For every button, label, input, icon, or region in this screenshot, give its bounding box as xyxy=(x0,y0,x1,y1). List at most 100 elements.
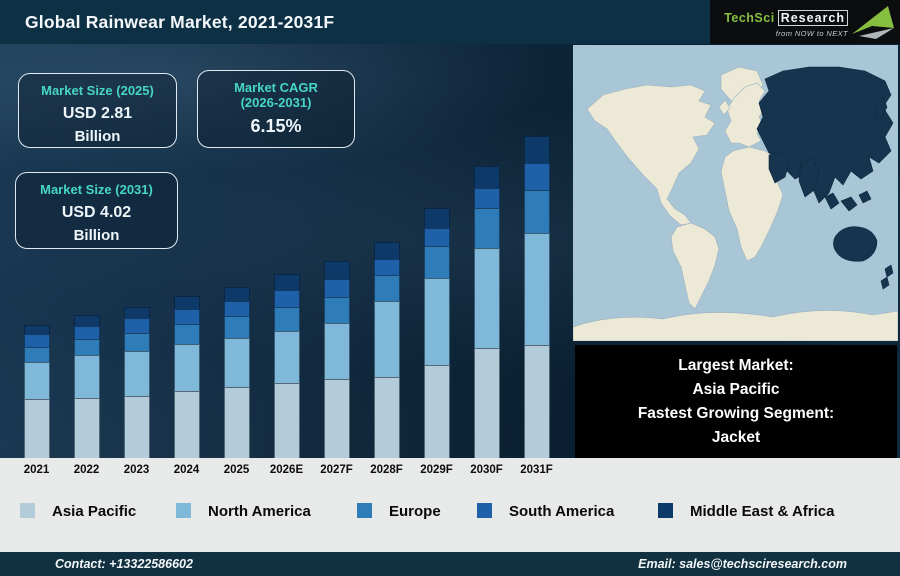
bar-segment-europe xyxy=(273,307,300,331)
bar-segment-middle-east-africa xyxy=(323,261,350,279)
bar-segment-europe xyxy=(423,246,450,278)
bar-segment-north-america xyxy=(523,233,550,345)
bar-2022 xyxy=(73,315,100,458)
bar-segment-south-america xyxy=(123,318,150,333)
bar-segment-asia-pacific xyxy=(73,398,100,458)
bar-segment-asia-pacific xyxy=(323,379,350,458)
market-size-2025-box: Market Size (2025) USD 2.81 Billion xyxy=(18,73,177,148)
market-size-2031-unit: Billion xyxy=(73,227,120,244)
bar-segment-asia-pacific xyxy=(473,348,500,458)
logo-arrow-icon xyxy=(852,6,894,39)
bar-segment-south-america xyxy=(173,309,200,324)
bar-segment-south-america xyxy=(523,163,550,190)
market-size-2025-label: Market Size (2025) xyxy=(41,83,154,98)
page-title: Global Rainwear Market, 2021-2031F xyxy=(25,12,335,32)
bar-segment-middle-east-africa xyxy=(473,166,500,188)
bar-segment-middle-east-africa xyxy=(373,242,400,259)
map-new-zealand-north xyxy=(884,264,894,278)
bar-segment-middle-east-africa xyxy=(523,136,550,163)
fastest-segment-value: Jacket xyxy=(711,428,761,446)
bar-segment-north-america xyxy=(373,301,400,377)
legend-swatch-icon xyxy=(477,503,492,518)
legend-item-europe: Europe xyxy=(357,503,441,520)
bar-segment-north-america xyxy=(173,344,200,391)
bar-segment-middle-east-africa xyxy=(173,296,200,309)
footer-bar: Contact: +13322586602 Email: sales@techs… xyxy=(0,552,900,576)
legend-item-middle-east-africa: Middle East & Africa xyxy=(658,503,835,520)
bar-2031F xyxy=(523,136,550,458)
logo-text: TechSci Research from NOW to NEXT xyxy=(724,9,848,38)
bar-segment-europe xyxy=(223,316,250,338)
bar-2028F xyxy=(373,242,400,458)
x-axis-label-2024: 2024 xyxy=(173,464,200,476)
bar-2029F xyxy=(423,208,450,458)
market-cagr-box: Market CAGR (2026-2031) 6.15% xyxy=(197,70,355,148)
bar-segment-middle-east-africa xyxy=(273,274,300,290)
legend-label: Middle East & Africa xyxy=(690,503,835,520)
market-cagr-label-line1: Market CAGR xyxy=(234,80,318,95)
bar-segment-europe xyxy=(523,190,550,233)
bar-segment-europe xyxy=(373,275,400,301)
bar-segment-north-america xyxy=(123,351,150,396)
x-axis-label-2027F: 2027F xyxy=(320,464,353,476)
map-australia xyxy=(833,226,878,262)
bar-segment-europe xyxy=(473,208,500,248)
bar-segment-middle-east-africa xyxy=(73,315,100,326)
map-philippines xyxy=(858,190,872,204)
bar-segment-asia-pacific xyxy=(173,391,200,458)
bar-segment-asia-pacific xyxy=(273,383,300,458)
bar-segment-south-america xyxy=(73,326,100,339)
world-map xyxy=(572,45,899,342)
bar-segment-middle-east-africa xyxy=(223,287,250,301)
world-map-svg xyxy=(572,45,899,342)
bar-segment-asia-pacific xyxy=(423,365,450,458)
bar-segment-europe xyxy=(323,297,350,323)
bar-segment-south-america xyxy=(323,279,350,297)
bar-2026E xyxy=(273,274,300,458)
bar-segment-south-america xyxy=(373,259,400,275)
fastest-segment-label: Fastest Growing Segment: xyxy=(637,404,835,422)
x-axis-label-2030F: 2030F xyxy=(470,464,503,476)
legend-swatch-icon xyxy=(357,503,372,518)
legend-label: North America xyxy=(208,503,311,520)
x-axis-label-2022: 2022 xyxy=(73,464,100,476)
bar-segment-north-america xyxy=(23,362,50,399)
bar-2024 xyxy=(173,296,200,458)
bar-2021 xyxy=(23,325,50,458)
axis-and-legend-strip: 2021 2022 2023 2024 2025 2026E 2027F 2028F 2029F… xyxy=(0,458,900,552)
bar-2025 xyxy=(223,287,250,458)
map-indonesia xyxy=(840,196,858,212)
bar-segment-south-america xyxy=(473,188,500,208)
x-axis-label-2026E: 2026E xyxy=(269,464,304,476)
bar-segment-south-america xyxy=(223,301,250,316)
logo-brand-primary: TechSci xyxy=(724,11,775,25)
bar-segment-south-america xyxy=(273,290,300,307)
bar-segment-north-america xyxy=(323,323,350,379)
bar-segment-europe xyxy=(173,324,200,344)
map-japan xyxy=(874,96,888,120)
bar-2023 xyxy=(123,307,150,458)
map-europe xyxy=(724,82,766,148)
market-size-2025-unit: Billion xyxy=(74,128,121,145)
map-arabian-peninsula xyxy=(768,150,790,184)
map-united-kingdom xyxy=(718,99,731,116)
map-landmasses xyxy=(572,66,899,342)
legend-label: South America xyxy=(509,503,615,520)
market-size-2031-value: USD 4.02 xyxy=(61,204,132,221)
bar-segment-middle-east-africa xyxy=(123,307,150,318)
bar-segment-north-america xyxy=(73,355,100,398)
x-axis-label-2029F: 2029F xyxy=(420,464,453,476)
bar-segment-asia-pacific xyxy=(523,345,550,458)
legend-item-south-america: South America xyxy=(477,503,615,520)
legend-label: Asia Pacific xyxy=(52,503,137,520)
bar-segment-north-america xyxy=(223,338,250,387)
footer-contact: Contact: +13322586602 xyxy=(55,557,193,571)
legend-item-north-america: North America xyxy=(176,503,311,520)
stacked-bar-chart xyxy=(0,44,573,458)
bar-segment-asia-pacific xyxy=(373,377,400,458)
x-axis-label-2021: 2021 xyxy=(23,464,50,476)
market-size-2025-value: USD 2.81 xyxy=(62,105,133,122)
logo-tagline: from NOW to NEXT xyxy=(775,29,848,38)
footer-email: Email: sales@techsciresearch.com xyxy=(638,557,847,571)
market-size-2031-box: Market Size (2031) USD 4.02 Billion xyxy=(15,172,178,249)
